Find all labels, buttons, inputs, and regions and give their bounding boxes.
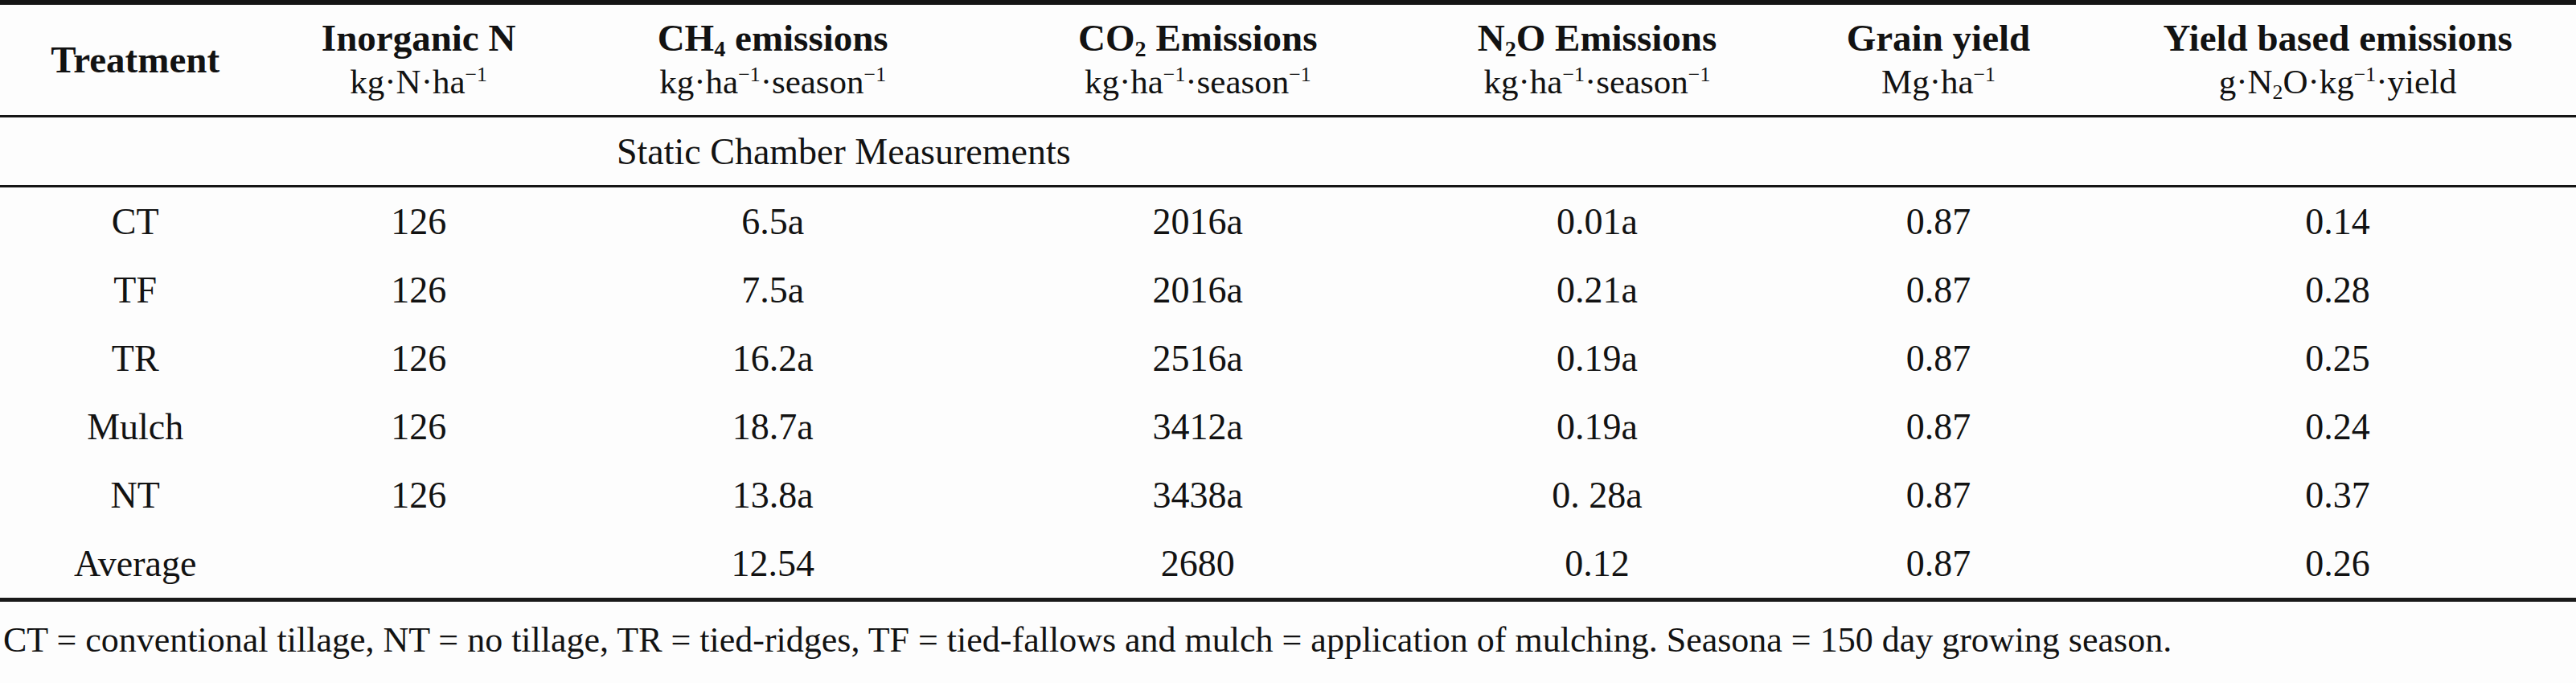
value-cell: 0.87 xyxy=(1778,256,2100,324)
value-cell: 126 xyxy=(270,187,566,257)
value-cell: 0.19a xyxy=(1417,324,1778,393)
table-row-average: Average 12.54 2680 0.12 0.87 0.26 xyxy=(0,529,2576,600)
value-cell: 0.24 xyxy=(2099,393,2576,461)
col-units-yield-based-emissions: g·N2O·kg−1·yield xyxy=(2099,60,2576,105)
treatment-cell: TR xyxy=(0,324,270,393)
value-cell: 0.37 xyxy=(2099,461,2576,529)
value-cell: 0.26 xyxy=(2099,529,2576,600)
col-header-treatment: Treatment xyxy=(0,2,270,117)
value-cell: 3438a xyxy=(978,461,1417,529)
value-cell: 126 xyxy=(270,461,566,529)
table-row-tf: TF 126 7.5a 2016a 0.21a 0.87 0.28 xyxy=(0,256,2576,324)
treatment-cell: Average xyxy=(0,529,270,600)
col-units-n2o-emissions: kg·ha−1·season−1 xyxy=(1417,60,1778,105)
col-title-co2-emissions: CO2 Emissions xyxy=(978,16,1417,60)
section-label: Static Chamber Measurements xyxy=(270,117,1417,187)
value-cell: 0.87 xyxy=(1778,529,2100,600)
value-cell: 16.2a xyxy=(567,324,979,393)
value-cell: 0.87 xyxy=(1778,324,2100,393)
col-title-ch4-emissions: CH4 emissions xyxy=(567,16,979,60)
emissions-table: Treatment Inorganic N kg·N·ha−1 CH4 emis… xyxy=(0,0,2576,602)
col-header-inorganic-n: Inorganic N kg·N·ha−1 xyxy=(270,2,566,117)
value-cell: 6.5a xyxy=(567,187,979,257)
col-title-grain-yield: Grain yield xyxy=(1778,16,2100,60)
table-row-mulch: Mulch 126 18.7a 3412a 0.19a 0.87 0.24 xyxy=(0,393,2576,461)
col-title-yield-based-emissions: Yield based emissions xyxy=(2099,16,2576,60)
col-header-yield-based-emissions: Yield based emissions g·N2O·kg−1·yield xyxy=(2099,2,2576,117)
value-cell: 0.87 xyxy=(1778,187,2100,257)
col-units-ch4-emissions: kg·ha−1·season−1 xyxy=(567,60,979,105)
col-title-inorganic-n: Inorganic N xyxy=(270,16,566,60)
section-spacer-right xyxy=(1417,117,2576,187)
col-header-ch4-emissions: CH4 emissions kg·ha−1·season−1 xyxy=(567,2,979,117)
value-cell: 0.19a xyxy=(1417,393,1778,461)
value-cell: 0.12 xyxy=(1417,529,1778,600)
table-row-tr: TR 126 16.2a 2516a 0.19a 0.87 0.25 xyxy=(0,324,2576,393)
col-header-co2-emissions: CO2 Emissions kg·ha−1·season−1 xyxy=(978,2,1417,117)
value-cell: 7.5a xyxy=(567,256,979,324)
value-cell: 0.25 xyxy=(2099,324,2576,393)
treatment-cell: Mulch xyxy=(0,393,270,461)
value-cell: 0.87 xyxy=(1778,461,2100,529)
table-row-ct: CT 126 6.5a 2016a 0.01a 0.87 0.14 xyxy=(0,187,2576,257)
header-row: Treatment Inorganic N kg·N·ha−1 CH4 emis… xyxy=(0,2,2576,117)
value-cell: 0.14 xyxy=(2099,187,2576,257)
treatment-cell: NT xyxy=(0,461,270,529)
value-cell xyxy=(270,529,566,600)
table-row-nt: NT 126 13.8a 3438a 0. 28a 0.87 0.37 xyxy=(0,461,2576,529)
value-cell: 2680 xyxy=(978,529,1417,600)
value-cell: 3412a xyxy=(978,393,1417,461)
value-cell: 126 xyxy=(270,324,566,393)
value-cell: 0.28 xyxy=(2099,256,2576,324)
col-header-n2o-emissions: N2O Emissions kg·ha−1·season−1 xyxy=(1417,2,1778,117)
value-cell: 2516a xyxy=(978,324,1417,393)
treatment-cell: CT xyxy=(0,187,270,257)
value-cell: 0.21a xyxy=(1417,256,1778,324)
value-cell: 126 xyxy=(270,256,566,324)
col-units-co2-emissions: kg·ha−1·season−1 xyxy=(978,60,1417,105)
value-cell: 13.8a xyxy=(567,461,979,529)
treatment-cell: TF xyxy=(0,256,270,324)
col-title-treatment: Treatment xyxy=(0,38,270,81)
value-cell: 18.7a xyxy=(567,393,979,461)
col-header-grain-yield: Grain yield Mg·ha−1 xyxy=(1778,2,2100,117)
section-spacer-left xyxy=(0,117,270,187)
col-units-inorganic-n: kg·N·ha−1 xyxy=(270,60,566,105)
value-cell: 2016a xyxy=(978,187,1417,257)
section-row: Static Chamber Measurements xyxy=(0,117,2576,187)
col-units-grain-yield: Mg·ha−1 xyxy=(1778,60,2100,105)
value-cell: 2016a xyxy=(978,256,1417,324)
value-cell: 0. 28a xyxy=(1417,461,1778,529)
value-cell: 0.87 xyxy=(1778,393,2100,461)
value-cell: 0.01a xyxy=(1417,187,1778,257)
paper-table-page: Treatment Inorganic N kg·N·ha−1 CH4 emis… xyxy=(0,0,2576,683)
value-cell: 12.54 xyxy=(567,529,979,600)
table-footnote: CT = conventional tillage, NT = no tilla… xyxy=(3,619,2576,662)
col-title-n2o-emissions: N2O Emissions xyxy=(1417,16,1778,60)
value-cell: 126 xyxy=(270,393,566,461)
